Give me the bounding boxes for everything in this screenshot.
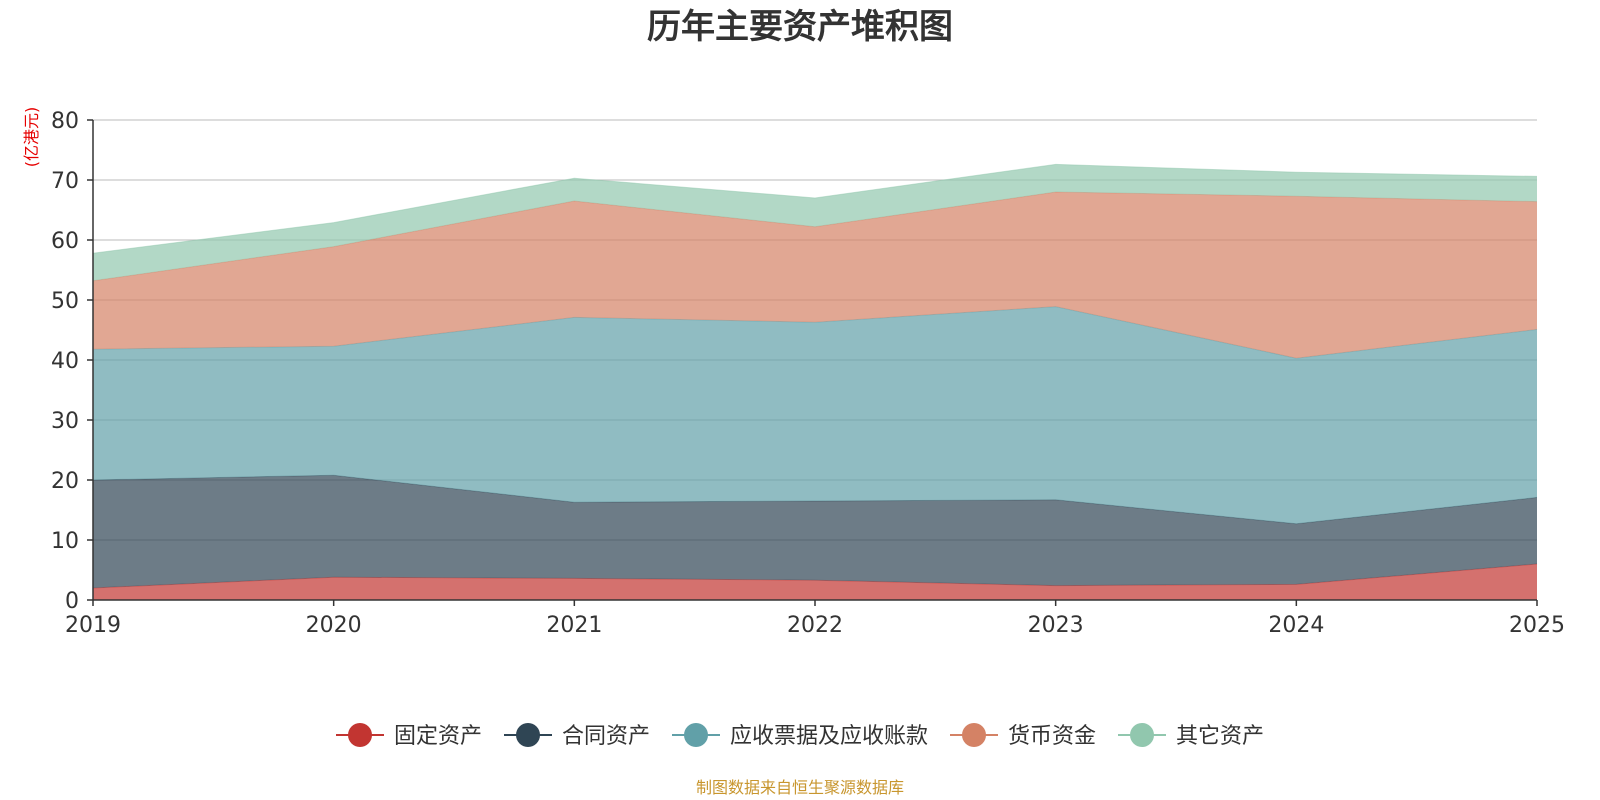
legend-marker-icon xyxy=(684,723,708,747)
chart-title: 历年主要资产堆积图 xyxy=(647,7,953,47)
legend-label: 固定资产 xyxy=(394,724,482,749)
legend-label: 货币资金 xyxy=(1008,724,1096,749)
series-line xyxy=(92,163,1538,254)
y-tick-label: 40 xyxy=(51,349,79,374)
area-series-group xyxy=(92,163,1538,600)
x-tick-label: 2022 xyxy=(787,613,843,638)
y-tick-label: 50 xyxy=(51,289,79,314)
legend-item[interactable]: 其它资产 xyxy=(1118,723,1264,749)
x-tick-label: 2021 xyxy=(546,613,602,638)
x-tick-label: 2019 xyxy=(65,613,121,638)
x-tick-label: 2020 xyxy=(306,613,362,638)
legend-item[interactable]: 应收票据及应收账款 xyxy=(672,723,928,749)
x-tick-label: 2023 xyxy=(1028,613,1084,638)
legend-label: 应收票据及应收账款 xyxy=(730,724,928,749)
area-series xyxy=(93,306,1537,524)
y-tick-label: 70 xyxy=(51,169,79,194)
x-tick-label: 2024 xyxy=(1268,613,1324,638)
legend-item[interactable]: 货币资金 xyxy=(950,723,1096,749)
y-tick-label: 0 xyxy=(65,589,79,614)
legend: 固定资产 合同资产 应收票据及应收账款 货币资金 其它资产 xyxy=(336,723,1264,749)
y-tick-label: 30 xyxy=(51,409,79,434)
y-tick-label: 80 xyxy=(51,109,79,134)
legend-label: 合同资产 xyxy=(562,724,650,749)
legend-marker-icon xyxy=(516,723,540,747)
legend-marker-icon xyxy=(962,723,986,747)
legend-marker-icon xyxy=(348,723,372,747)
axes: 0 10 20 30 40 50 60 70 80 2019 2020 2021 2022 2023 202… xyxy=(51,109,1565,638)
area-series xyxy=(93,475,1537,588)
legend-item[interactable]: 固定资产 xyxy=(336,723,482,749)
y-tick-label: 60 xyxy=(51,229,79,254)
area-series xyxy=(93,564,1537,600)
area-series xyxy=(93,164,1537,281)
y-axis-unit-label: (亿港元) xyxy=(22,107,41,168)
legend-item[interactable]: 合同资产 xyxy=(504,723,650,749)
y-tick-label: 10 xyxy=(51,529,79,554)
y-tick-label: 20 xyxy=(51,469,79,494)
legend-label: 其它资产 xyxy=(1176,724,1264,749)
x-tick-label: 2025 xyxy=(1509,613,1565,638)
legend-marker-icon xyxy=(1130,723,1154,747)
source-note: 制图数据来自恒生聚源数据库 xyxy=(696,778,904,797)
area-series xyxy=(93,192,1537,359)
